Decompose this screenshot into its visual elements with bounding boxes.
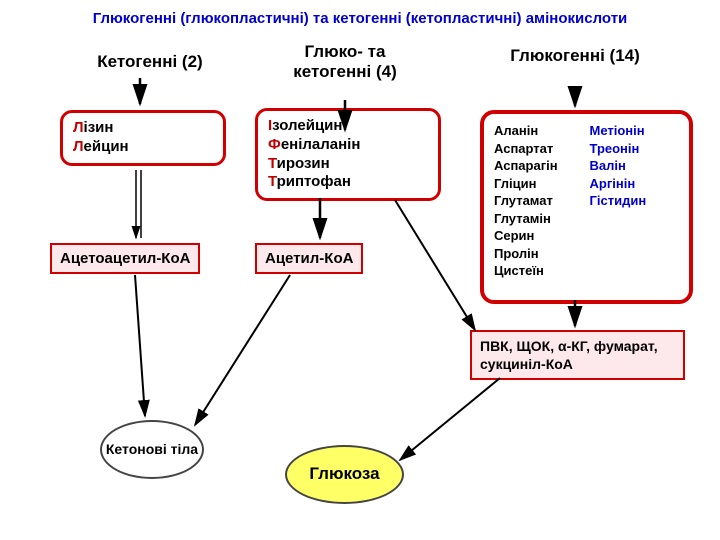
keto-amino-box: ЛізинЛейцин: [60, 110, 226, 166]
intermediates-box: ПВК, ЩОК, α-КГ, фумарат, сукциніл-КоА: [470, 330, 685, 380]
gluco-amino-box: АланінАспартатАспарагінГліцинГлутаматГлу…: [480, 110, 693, 304]
header-keto: Кетогенні (2): [70, 52, 230, 72]
ketone-ellipse: Кетонові тіла: [100, 420, 204, 479]
page-title: Глюкогенні (глюкопластичні) та кетогенні…: [0, 10, 720, 27]
both-amino-box: ІзолейцинФенілаланінТирозинТриптофан: [255, 108, 441, 201]
header-gluco: Глюкогенні (14): [495, 46, 655, 66]
acetyl-box: Ацетил-КоА: [255, 243, 363, 274]
acetoacetyl-box: Ацетоацетил-КоА: [50, 243, 200, 274]
header-both: Глюко- та кетогенні (4): [265, 42, 425, 82]
glucose-ellipse: Глюкоза: [285, 445, 404, 504]
